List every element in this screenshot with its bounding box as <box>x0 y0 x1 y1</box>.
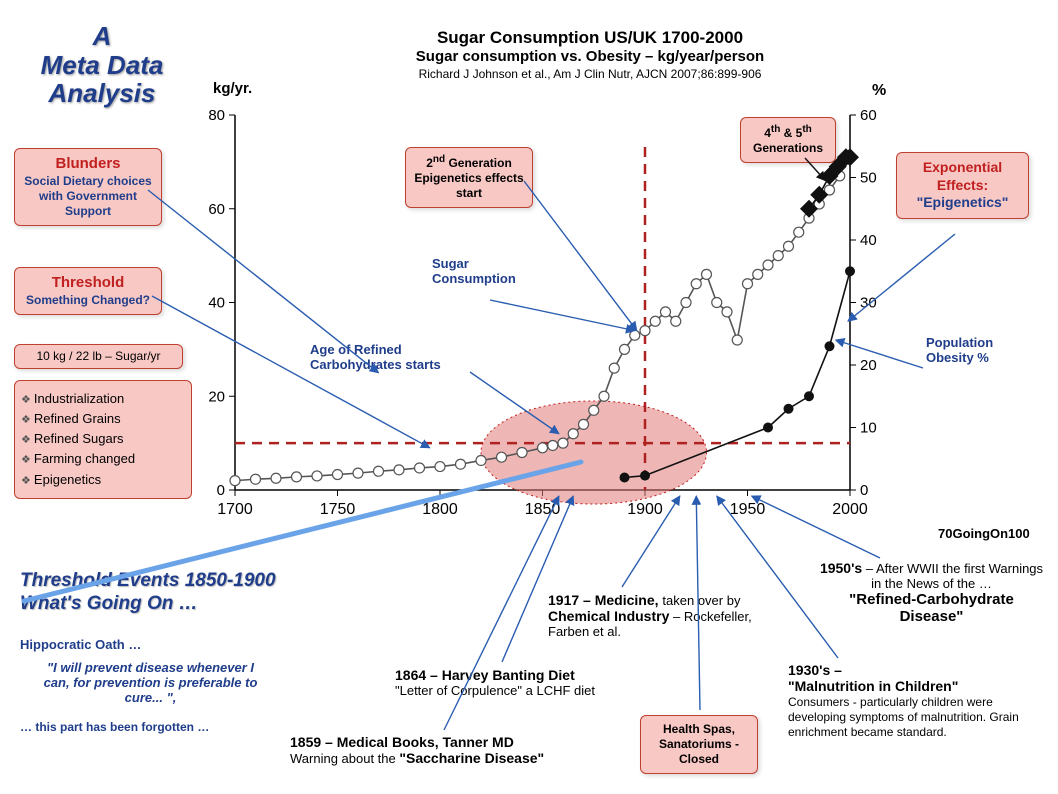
svg-text:1750: 1750 <box>320 501 356 518</box>
svg-text:40: 40 <box>860 232 877 249</box>
svg-text:1800: 1800 <box>422 501 458 518</box>
svg-text:2000: 2000 <box>832 501 868 518</box>
svg-text:80: 80 <box>208 107 225 124</box>
svg-text:20: 20 <box>860 357 877 374</box>
svg-text:0: 0 <box>217 482 225 499</box>
svg-text:1700: 1700 <box>217 501 253 518</box>
svg-text:1950: 1950 <box>730 501 766 518</box>
svg-text:1900: 1900 <box>627 501 663 518</box>
svg-text:40: 40 <box>208 295 225 312</box>
svg-text:50: 50 <box>860 170 877 187</box>
svg-text:60: 60 <box>208 201 225 218</box>
chart-svg: 0204060800102030405060170017501800185019… <box>0 0 1058 794</box>
svg-text:10: 10 <box>860 420 877 437</box>
svg-text:60: 60 <box>860 107 877 124</box>
svg-text:0: 0 <box>860 482 868 499</box>
svg-text:20: 20 <box>208 388 225 405</box>
